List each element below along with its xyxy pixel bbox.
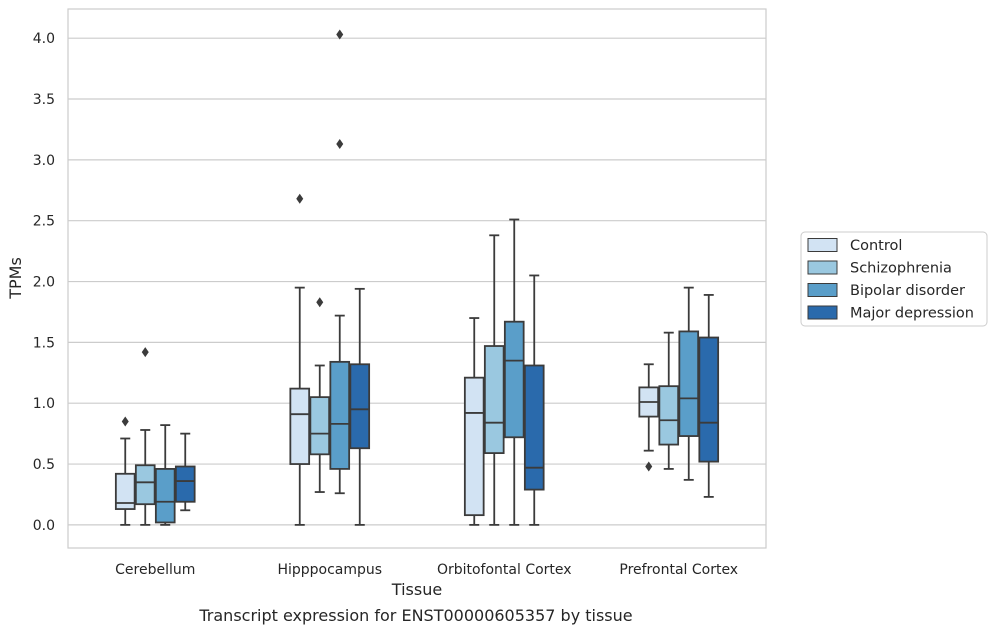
box-schizophrenia: [134, 347, 156, 526]
legend: Control Schizophrenia Bipolar disorder Majo…: [800, 231, 988, 327]
outlier-marker: [141, 347, 149, 358]
x-tick-label: Hipppocampus: [277, 562, 382, 578]
outlier-marker: [121, 416, 129, 427]
legend-swatch: [807, 260, 838, 275]
legend-label: Bipolar disorder: [850, 283, 965, 299]
iqr-box: [309, 396, 331, 456]
x-tick-label: Prefrontal Cortex: [619, 562, 738, 578]
box-major-depression: [523, 274, 545, 526]
gridlines: [68, 37, 766, 526]
legend-swatch: [807, 305, 838, 320]
iqr-box: [523, 364, 545, 491]
x-tick-label: Orbitofontal Cortex: [437, 562, 572, 578]
y-tick-label: 3.0: [33, 153, 55, 169]
outlier-marker: [316, 297, 324, 308]
box-schizophrenia: [309, 297, 331, 493]
x-axis-ticks: Cerebellum Hipppocampus Orbitofontal Corte…: [115, 562, 738, 578]
box-bipolar-disorder: [503, 218, 525, 526]
legend-swatch: [807, 238, 838, 252]
iqr-box: [154, 468, 176, 524]
y-tick-label: 2.0: [33, 275, 55, 291]
y-tick-label: 0.5: [33, 457, 55, 473]
legend-label: Major depression: [850, 306, 974, 322]
y-tick-label: 2.5: [33, 214, 55, 230]
iqr-box: [698, 336, 720, 463]
box-bipolar-disorder: [154, 424, 176, 526]
x-axis-label: Tissue: [391, 580, 442, 599]
iqr-box: [463, 376, 485, 517]
iqr-box: [503, 320, 525, 439]
box-schizophrenia: [483, 234, 505, 526]
iqr-box: [658, 385, 680, 446]
iqr-box: [329, 360, 351, 470]
legend-label: Control: [850, 238, 902, 254]
y-axis-ticks: 0.0 0.5 1.0 1.5 2.0 2.5 3.0 3.5 4.0: [33, 31, 55, 534]
outlier-marker: [296, 193, 304, 204]
legend-frame: [800, 231, 988, 327]
iqr-box: [134, 464, 156, 506]
outlier-marker: [336, 139, 344, 150]
iqr-box: [114, 472, 136, 510]
box-bipolar-disorder: [678, 286, 700, 481]
legend-label: Schizophrenia: [850, 261, 952, 277]
iqr-box: [483, 345, 505, 454]
y-tick-label: 1.0: [33, 396, 55, 412]
iqr-box: [174, 465, 196, 503]
y-tick-label: 1.5: [33, 335, 55, 351]
box-schizophrenia: [658, 331, 680, 470]
box-major-depression: [698, 294, 720, 498]
box-control: [463, 317, 485, 526]
boxes: [114, 29, 720, 526]
x-tick-label: Cerebellum: [115, 562, 195, 578]
box-control: [289, 193, 311, 526]
y-tick-label: 3.5: [33, 92, 55, 108]
iqr-box: [349, 363, 371, 450]
legend-swatch: [807, 283, 838, 297]
y-tick-label: 4.0: [33, 31, 55, 47]
y-tick-label: 0.0: [33, 518, 55, 534]
box-control: [114, 416, 136, 526]
plot-area: [67, 8, 767, 549]
box-major-depression: [174, 432, 196, 512]
y-axis-label: TPMs: [6, 257, 25, 300]
figure-caption: Transcript expression for ENST0000060535…: [199, 606, 633, 625]
iqr-box: [289, 387, 311, 465]
outlier-marker: [336, 29, 344, 40]
box-bipolar-disorder: [329, 29, 351, 495]
box-control: [638, 363, 660, 472]
box-major-depression: [349, 287, 371, 526]
outlier-marker: [645, 461, 653, 472]
iqr-box: [678, 330, 700, 437]
